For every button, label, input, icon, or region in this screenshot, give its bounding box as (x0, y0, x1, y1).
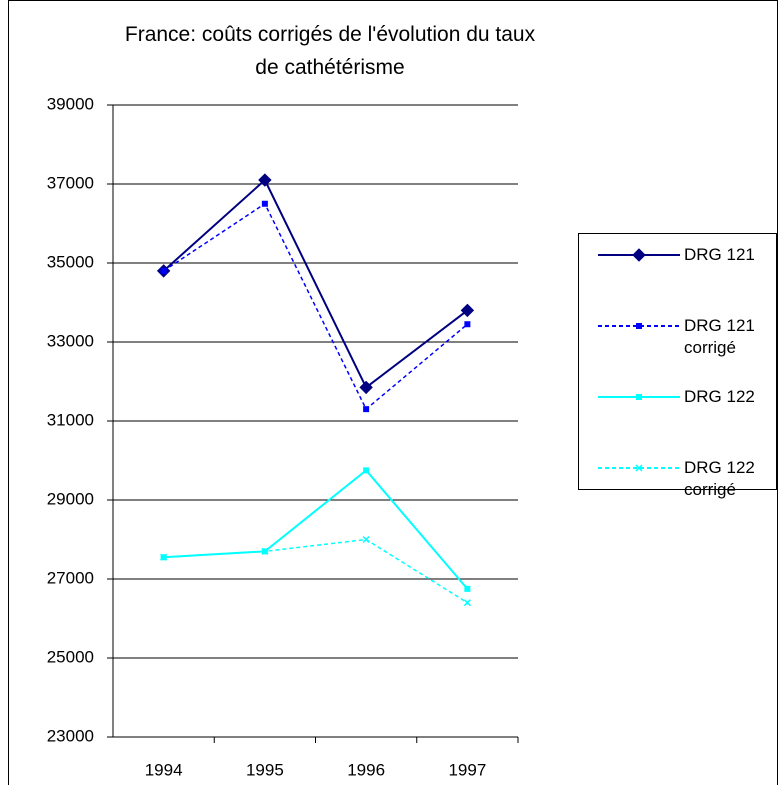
marker (636, 323, 642, 329)
y-tick-label: 29000 (47, 489, 94, 508)
x-tick-label: 1994 (145, 760, 183, 779)
y-tick-label: 25000 (47, 647, 94, 666)
legend-box (578, 233, 777, 490)
legend-label: DRG 121 (684, 245, 755, 264)
series-line (163, 468, 469, 590)
y-tick-label: 35000 (47, 252, 94, 271)
y-tick-label: 37000 (47, 173, 94, 192)
marker (464, 585, 471, 592)
y-tick-label: 23000 (47, 726, 94, 745)
legend-label: DRG 121 corrigé (684, 316, 755, 357)
marker (460, 303, 475, 318)
y-tick-label: 39000 (47, 94, 94, 113)
marker (632, 248, 646, 262)
series-line (163, 202, 468, 411)
series-line (162, 178, 468, 389)
marker (261, 547, 269, 555)
marker (160, 267, 167, 274)
marker (635, 464, 643, 472)
chart-title: France: coûts corrigés de l'évolution du… (124, 23, 536, 79)
marker (258, 173, 272, 187)
y-tick-label: 33000 (47, 331, 94, 350)
y-tick-label: 31000 (47, 410, 94, 429)
marker (636, 394, 642, 400)
x-tick-label: 1995 (246, 760, 284, 779)
marker (362, 535, 370, 544)
marker (463, 599, 471, 607)
marker (363, 467, 370, 474)
marker (359, 380, 373, 395)
x-tick-label: 1997 (448, 760, 486, 779)
legend-label: DRG 122 (684, 387, 755, 406)
marker (160, 553, 168, 561)
marker (363, 406, 370, 413)
legend-label: DRG 122 corrigé (684, 458, 755, 499)
marker (464, 321, 471, 328)
chart-border (8, 0, 778, 785)
y-tick-label: 27000 (47, 568, 94, 587)
x-tick-label: 1996 (347, 760, 385, 779)
marker (261, 200, 268, 207)
series-line (163, 538, 468, 604)
